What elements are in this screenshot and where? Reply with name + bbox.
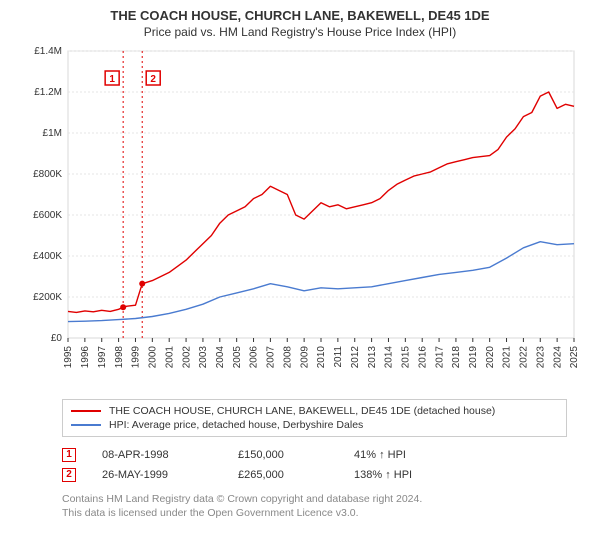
svg-text:2008: 2008 — [282, 346, 293, 369]
svg-text:2012: 2012 — [350, 346, 361, 369]
svg-text:2013: 2013 — [367, 346, 378, 369]
tx-pct: 138% ↑ HPI — [354, 469, 454, 481]
legend-swatch-hpi — [71, 424, 101, 426]
tx-pct: 41% ↑ HPI — [354, 449, 454, 461]
footer: Contains HM Land Registry data © Crown c… — [62, 493, 586, 520]
footer-line-1: Contains HM Land Registry data © Crown c… — [62, 493, 586, 507]
svg-text:2015: 2015 — [401, 346, 412, 369]
chart-title: THE COACH HOUSE, CHURCH LANE, BAKEWELL, … — [14, 8, 586, 23]
legend-item-subject: THE COACH HOUSE, CHURCH LANE, BAKEWELL, … — [71, 404, 558, 418]
svg-text:2018: 2018 — [451, 346, 462, 369]
svg-text:2006: 2006 — [249, 346, 260, 369]
tx-date: 08-APR-1998 — [102, 449, 212, 461]
svg-text:2014: 2014 — [384, 346, 395, 369]
legend-box: THE COACH HOUSE, CHURCH LANE, BAKEWELL, … — [62, 399, 567, 437]
svg-text:2005: 2005 — [232, 346, 243, 369]
svg-text:2009: 2009 — [299, 346, 310, 369]
tx-marker-icon: 1 — [62, 448, 76, 462]
chart-area: £0 £200K £400K £600K £800K £1M £1.2M £1.4M 1 2 199… — [14, 43, 586, 393]
svg-text:£800K: £800K — [33, 169, 62, 180]
svg-text:2003: 2003 — [198, 346, 209, 369]
svg-text:2017: 2017 — [434, 346, 445, 369]
svg-text:1: 1 — [109, 74, 115, 85]
svg-text:2020: 2020 — [485, 346, 496, 369]
svg-text:2002: 2002 — [181, 346, 192, 369]
svg-text:£1.4M: £1.4M — [34, 46, 62, 57]
svg-text:1998: 1998 — [114, 346, 125, 369]
legend-label-subject: THE COACH HOUSE, CHURCH LANE, BAKEWELL, … — [109, 405, 495, 417]
legend-swatch-subject — [71, 410, 101, 412]
svg-text:2011: 2011 — [333, 346, 344, 368]
svg-text:£0: £0 — [51, 333, 63, 344]
transaction-row: 1 08-APR-1998 £150,000 41% ↑ HPI — [62, 445, 586, 465]
tx-marker-icon: 2 — [62, 468, 76, 482]
svg-text:1997: 1997 — [97, 346, 108, 369]
svg-text:2004: 2004 — [215, 346, 226, 369]
legend-label-hpi: HPI: Average price, detached house, Derb… — [109, 419, 363, 431]
svg-text:£1M: £1M — [43, 128, 62, 139]
tx-price: £265,000 — [238, 469, 328, 481]
svg-text:2016: 2016 — [417, 346, 428, 369]
chart-svg: £0 £200K £400K £600K £800K £1M £1.2M £1.4M 1 2 199… — [14, 43, 586, 393]
tx-price: £150,000 — [238, 449, 328, 461]
svg-text:1995: 1995 — [63, 346, 74, 369]
footer-line-2: This data is licensed under the Open Gov… — [62, 507, 586, 521]
chart-container: THE COACH HOUSE, CHURCH LANE, BAKEWELL, … — [0, 0, 600, 560]
transaction-row: 2 26-MAY-1999 £265,000 138% ↑ HPI — [62, 465, 586, 485]
svg-text:1996: 1996 — [80, 346, 91, 369]
svg-text:2019: 2019 — [468, 346, 479, 369]
legend-item-hpi: HPI: Average price, detached house, Derb… — [71, 418, 558, 432]
svg-text:2: 2 — [150, 74, 156, 85]
svg-text:£600K: £600K — [33, 210, 62, 221]
svg-text:2022: 2022 — [519, 346, 530, 369]
svg-text:£1.2M: £1.2M — [34, 87, 62, 98]
svg-text:2001: 2001 — [164, 346, 175, 369]
svg-text:£400K: £400K — [33, 251, 62, 262]
tx-date: 26-MAY-1999 — [102, 469, 212, 481]
svg-text:2024: 2024 — [552, 346, 563, 369]
svg-text:1999: 1999 — [131, 346, 142, 369]
svg-text:2021: 2021 — [502, 346, 513, 369]
transactions-table: 1 08-APR-1998 £150,000 41% ↑ HPI 2 26-MA… — [62, 445, 586, 485]
chart-subtitle: Price paid vs. HM Land Registry's House … — [14, 25, 586, 39]
svg-text:2007: 2007 — [266, 346, 277, 369]
svg-text:2000: 2000 — [148, 346, 159, 369]
svg-text:2025: 2025 — [569, 346, 580, 369]
svg-text:£200K: £200K — [33, 292, 62, 303]
svg-text:2023: 2023 — [535, 346, 546, 369]
svg-text:2010: 2010 — [316, 346, 327, 369]
